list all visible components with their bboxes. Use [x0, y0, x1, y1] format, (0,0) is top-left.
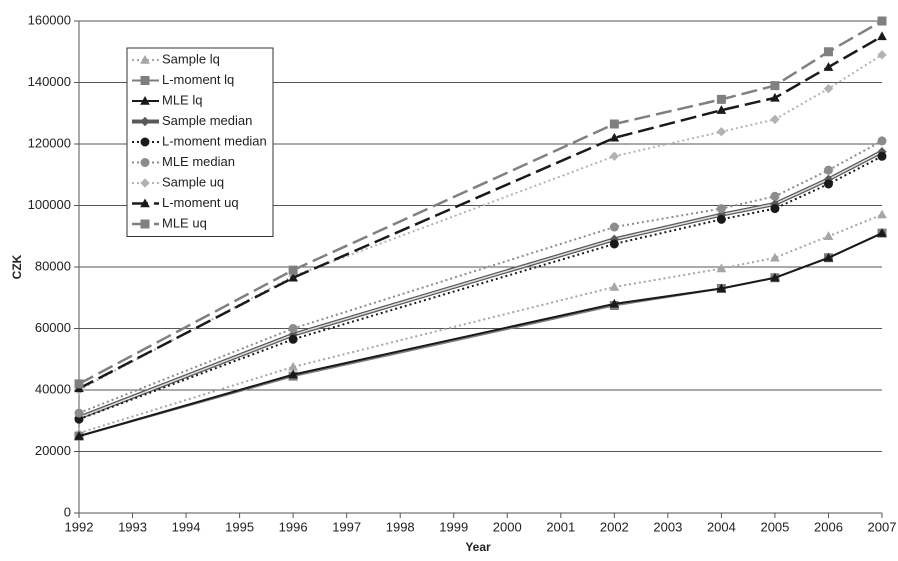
legend-marker	[140, 219, 150, 229]
legend-box	[126, 47, 274, 237]
series-marker	[770, 114, 780, 125]
series-marker	[877, 209, 887, 219]
x-tick-label: 1994	[172, 519, 201, 534]
series-marker	[609, 281, 620, 291]
x-tick-label: 2003	[653, 519, 682, 534]
series-marker	[74, 431, 84, 440]
series-marker	[770, 191, 780, 201]
series-marker	[609, 132, 620, 142]
y-tick-label: 140000	[28, 74, 71, 89]
legend-label: MLE uq	[162, 215, 207, 230]
x-tick-label: 2006	[814, 519, 843, 534]
series-marker	[877, 50, 887, 60]
series-marker	[609, 298, 620, 308]
series-marker	[716, 263, 727, 273]
y-tick-label: 40000	[35, 381, 71, 396]
x-tick-label: 1996	[279, 519, 308, 534]
x-tick-label: 2000	[493, 519, 522, 534]
series-marker	[609, 222, 619, 232]
x-tick-label: 2007	[868, 519, 897, 534]
x-tick-label: 1998	[386, 519, 415, 534]
series-marker	[877, 31, 887, 41]
legend-label: L-moment lq	[162, 72, 234, 87]
series-marker	[877, 151, 887, 161]
series-marker	[823, 252, 834, 262]
series-marker	[74, 379, 84, 389]
legend-marker	[140, 116, 150, 127]
series-marker	[716, 214, 726, 224]
series-marker	[770, 81, 780, 91]
series-marker	[823, 83, 834, 94]
legend-marker	[140, 137, 150, 147]
series-line	[78, 213, 883, 435]
x-tick-label: 2001	[546, 519, 575, 534]
series-marker	[877, 16, 887, 26]
y-tick-label: 0	[64, 504, 71, 519]
x-tick-label: 2005	[760, 519, 789, 534]
legend-label: Sample lq	[162, 51, 220, 66]
series-marker	[877, 228, 887, 237]
legend-marker	[140, 178, 150, 188]
series-marker	[288, 334, 298, 344]
legend-marker	[140, 158, 150, 167]
series-marker	[716, 204, 726, 214]
legend-label: L-moment median	[162, 133, 267, 148]
series-marker	[770, 204, 780, 214]
x-tick-label: 1995	[225, 519, 254, 534]
legend-marker	[140, 54, 150, 64]
series-marker	[823, 47, 833, 57]
series-marker	[288, 324, 298, 333]
x-axis-label: Year	[465, 540, 491, 554]
series-marker	[877, 136, 887, 146]
series-marker	[288, 265, 298, 275]
x-tick-label: 2002	[600, 519, 629, 534]
series-marker	[609, 239, 619, 249]
legend-label: MLE lq	[162, 92, 202, 107]
y-axis-label: CZK	[10, 254, 24, 279]
series-marker	[288, 369, 298, 379]
legend-marker	[140, 198, 150, 208]
y-tick-label: 20000	[35, 443, 71, 458]
legend-label: MLE median	[162, 154, 235, 169]
series-marker	[770, 92, 780, 102]
series-marker	[716, 105, 727, 114]
y-tick-label: 100000	[28, 197, 71, 212]
series-marker	[770, 252, 780, 262]
series-marker	[716, 94, 726, 104]
series-marker	[716, 283, 727, 293]
x-tick-label: 1993	[118, 519, 147, 534]
series-marker	[823, 165, 833, 175]
series-marker	[288, 272, 298, 282]
y-tick-label: 160000	[28, 12, 71, 27]
y-tick-label: 80000	[35, 258, 71, 273]
legend-marker	[140, 76, 150, 85]
y-tick-label: 60000	[35, 320, 71, 335]
x-tick-label: 1997	[332, 519, 361, 534]
series-marker	[716, 126, 727, 137]
legend-label: Sample uq	[162, 174, 224, 189]
series-marker	[823, 231, 834, 240]
series-line	[78, 232, 883, 438]
series-marker	[74, 408, 84, 418]
series-marker	[823, 62, 834, 71]
series-marker	[823, 179, 833, 189]
y-tick-label: 120000	[28, 135, 71, 150]
x-tick-label: 2004	[707, 519, 736, 534]
series-marker	[609, 151, 620, 162]
legend-marker	[140, 95, 150, 105]
x-tick-label: 1999	[439, 519, 468, 534]
series-marker	[609, 119, 619, 129]
legend-label: L-moment uq	[162, 195, 239, 210]
series-marker	[770, 272, 780, 282]
x-tick-label: 1992	[65, 519, 94, 534]
legend-label: Sample median	[162, 113, 252, 128]
